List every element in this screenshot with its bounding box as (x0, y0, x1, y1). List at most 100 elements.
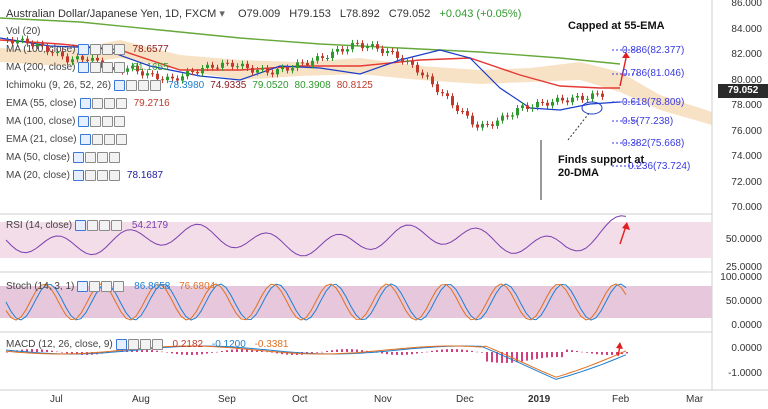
macd-bar (271, 352, 273, 353)
macd-bar (611, 352, 613, 355)
eye-icon[interactable] (79, 98, 91, 109)
eye-icon[interactable] (78, 44, 90, 55)
indicator-controls[interactable] (79, 98, 128, 109)
macd-bar (51, 350, 53, 352)
eye-icon[interactable] (72, 152, 84, 163)
symbol-title[interactable]: Australian Dollar/Japanese Yen, 1D, FXCM (6, 8, 217, 20)
macd-bar (421, 352, 423, 353)
chart-header: Australian Dollar/Japanese Yen, 1D, FXCM… (6, 7, 521, 20)
macd-bar (381, 352, 383, 354)
macd-bar (551, 352, 553, 358)
vol-legend[interactable]: Vol (20) (6, 26, 41, 37)
macd-bar (386, 352, 388, 355)
close-icon[interactable] (96, 170, 108, 181)
macd-bar (206, 352, 208, 354)
indicator-legend-row[interactable]: MA (20, close) 78.1687 (6, 170, 163, 181)
indicator-controls[interactable] (78, 116, 126, 127)
indicator-controls[interactable] (72, 152, 121, 163)
macd-histogram (5, 345, 628, 380)
fib-level-label: 0.886(82.377) (622, 45, 685, 56)
settings-icon[interactable] (84, 170, 96, 181)
indicator-value: 79.0520 (252, 80, 289, 92)
price-axis-label: 80.000 (731, 74, 762, 86)
close-icon[interactable] (96, 152, 108, 163)
indicator-legend-row[interactable]: MA (100, close) (6, 116, 126, 127)
indicator-controls[interactable] (79, 134, 128, 145)
price-axis-label: 82.000 (731, 49, 762, 60)
more-icon[interactable] (150, 80, 162, 91)
indicator-controls[interactable] (78, 62, 126, 73)
macd-bar (161, 351, 163, 353)
more-icon[interactable] (115, 134, 127, 145)
indicator-value: 78.1687 (126, 170, 164, 182)
macd-bar (181, 352, 183, 355)
capped-annotation: Capped at 55-EMA (568, 20, 665, 32)
macd-bar (281, 352, 283, 355)
time-axis-label: Sep (218, 394, 236, 405)
more-icon[interactable] (108, 152, 120, 163)
macd-bar (496, 352, 498, 363)
fib-level-label: 0.382(75.668) (622, 138, 685, 149)
indicator-legend-row[interactable]: Ichimoku (9, 26, 52, 26) 78.3980 74.9335 79… (6, 80, 373, 91)
settings-icon[interactable] (90, 116, 102, 127)
time-axis-label: Nov (374, 394, 392, 405)
macd-line-path (5, 345, 627, 380)
eye-icon[interactable] (78, 62, 90, 73)
more-icon[interactable] (108, 170, 120, 181)
settings-icon[interactable] (91, 98, 103, 109)
close-icon[interactable] (138, 80, 150, 91)
settings-icon[interactable] (90, 44, 102, 55)
fib-level-label: 0.618(78.809) (622, 97, 685, 108)
indicator-legend-row[interactable]: MA (200, close) 81.1655 (6, 62, 169, 73)
price-axis-label: 78.000 (731, 100, 762, 111)
fib-level-label: 0.236(73.724) (628, 161, 691, 172)
settings-icon[interactable] (84, 152, 96, 163)
macd-bar (261, 350, 263, 352)
close-icon[interactable] (103, 98, 115, 109)
stoch-axis-100: 100.0000 (720, 272, 762, 283)
indicator-value: 81.1655 (132, 62, 169, 74)
settings-icon[interactable] (126, 80, 138, 91)
more-icon[interactable] (114, 44, 126, 55)
macd-bar (356, 349, 358, 352)
macd-bar (626, 352, 628, 354)
stoch-legend[interactable]: Stoch (14, 3, 1) 86.8658 76.6804 (6, 281, 216, 293)
eye-icon[interactable] (72, 170, 84, 181)
close-icon[interactable] (102, 62, 114, 73)
chevron-down-icon[interactable]: ▾ (219, 8, 225, 20)
settings-icon[interactable] (90, 62, 102, 73)
close-icon[interactable] (103, 134, 115, 145)
macd-bar (521, 352, 523, 362)
ohlc-change: +0.043 (+0.05%) (439, 8, 522, 20)
eye-icon[interactable] (79, 134, 91, 145)
macd-bar (41, 349, 43, 352)
more-icon[interactable] (114, 62, 126, 73)
macd-bar (486, 352, 488, 362)
close-icon[interactable] (102, 116, 114, 127)
more-icon[interactable] (115, 98, 127, 109)
rsi-legend[interactable]: RSI (14, close) 54.2179 (6, 220, 169, 232)
eye-icon[interactable] (114, 80, 126, 91)
macd-bar (516, 352, 518, 363)
indicator-controls[interactable] (114, 80, 162, 91)
macd-bar (346, 349, 348, 352)
indicator-label: EMA (55, close) (6, 98, 77, 110)
macd-bar (491, 352, 493, 363)
macd-bar (476, 351, 478, 353)
indicator-legend-row[interactable]: EMA (21, close) (6, 134, 128, 145)
macd-bar (221, 351, 223, 352)
close-icon[interactable] (102, 44, 114, 55)
macd-bar (556, 352, 558, 358)
indicator-controls[interactable] (78, 44, 126, 55)
macd-bar (26, 349, 28, 352)
macd-bar (446, 349, 448, 352)
macd-legend[interactable]: MACD (12, 26, close, 9) 0.2182 -0.1200 -… (6, 339, 289, 351)
settings-icon[interactable] (91, 134, 103, 145)
macd-bar (201, 352, 203, 355)
indicator-legend-row[interactable]: MA (50, close) (6, 152, 121, 163)
indicator-legend-row[interactable]: EMA (55, close) 79.2716 (6, 98, 170, 109)
eye-icon[interactable] (78, 116, 90, 127)
more-icon[interactable] (114, 116, 126, 127)
indicator-controls[interactable] (72, 170, 121, 181)
indicator-legend-row[interactable]: MA (100, close) 78.6577 (6, 44, 169, 55)
